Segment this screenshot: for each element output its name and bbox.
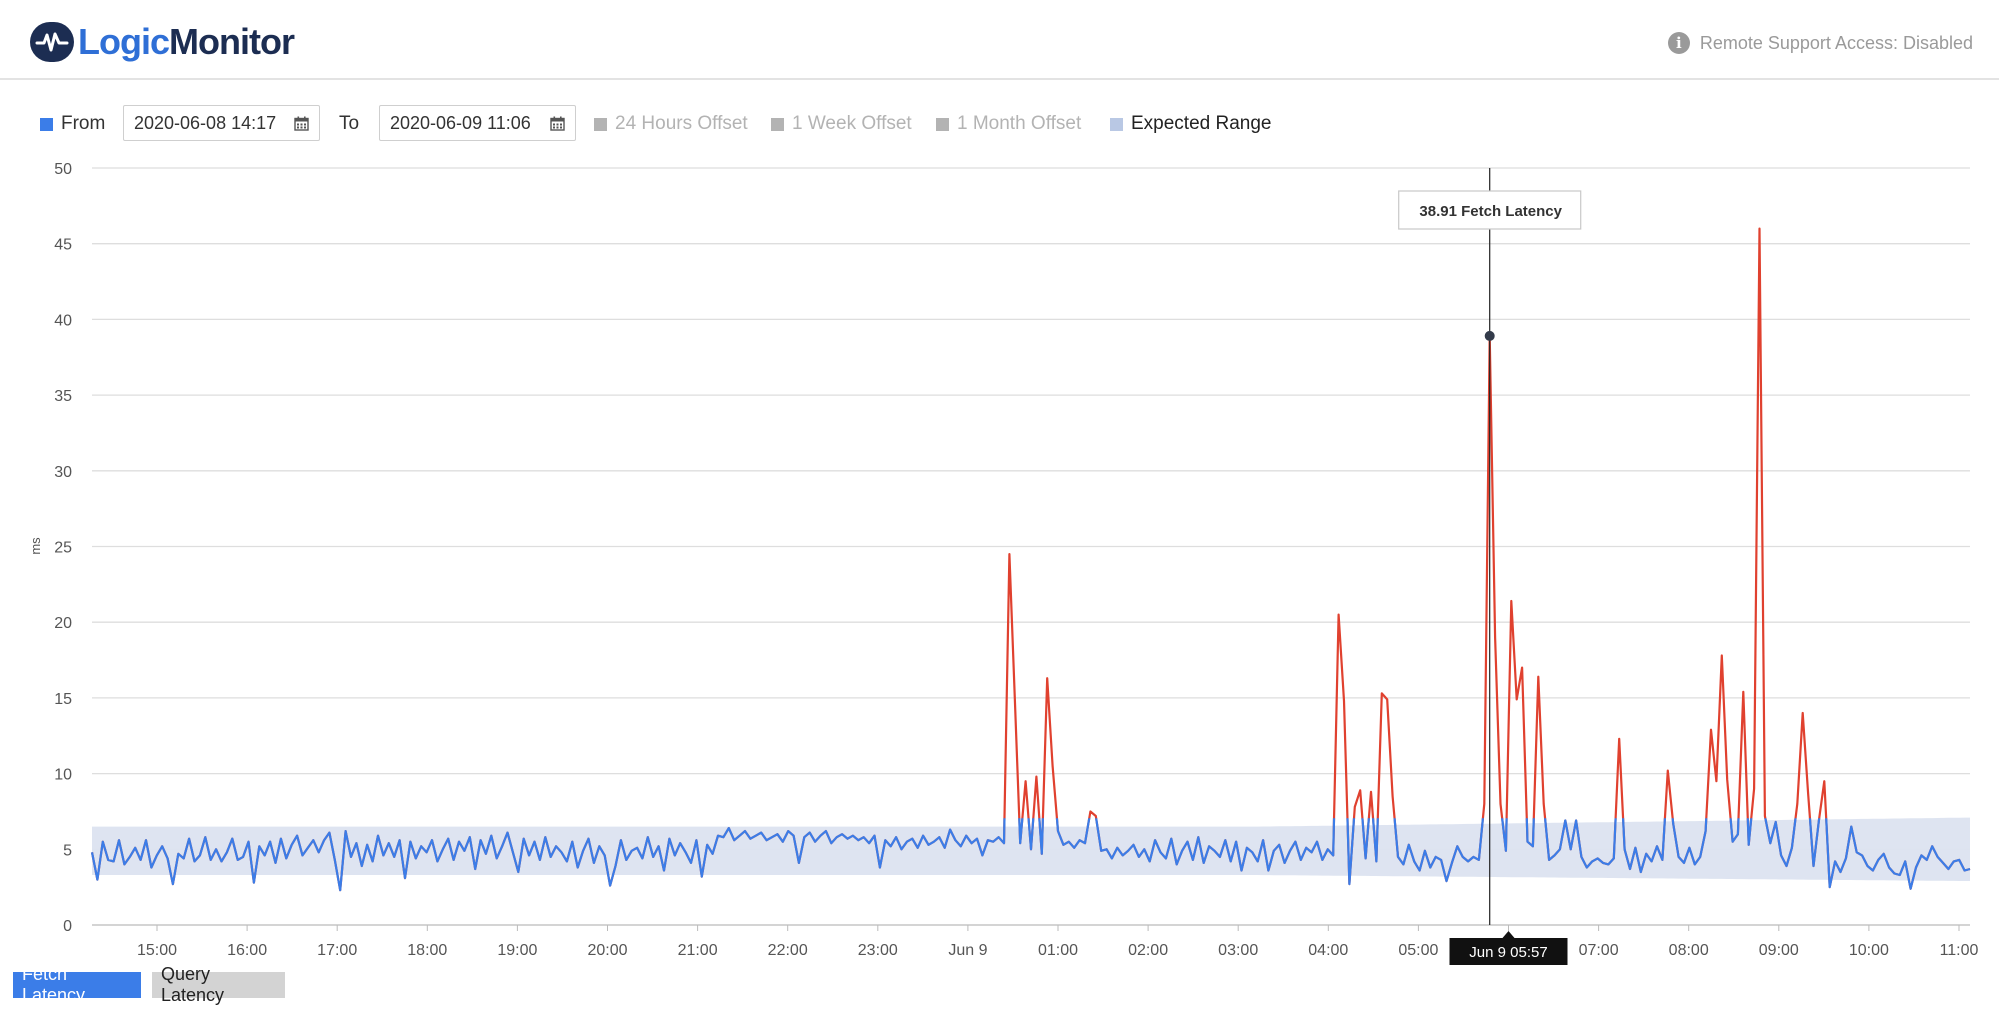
fetch-latency-line <box>90 818 1971 892</box>
tooltip-box <box>1398 190 1582 230</box>
remote-support-label: Remote Support Access: Disabled <box>1699 32 1973 53</box>
logo-text: LogicMonitor <box>78 21 295 62</box>
offset-month-toggle[interactable]: 1 Month Offset <box>936 104 1081 144</box>
offset-24h-swatch <box>594 117 607 131</box>
crosshair-time-badge <box>1449 938 1568 965</box>
calendar-icon[interactable] <box>550 116 565 131</box>
y-tick-label: 0 <box>63 918 72 935</box>
x-tick-label: 21:00 <box>678 942 718 959</box>
x-tick-label: 04:00 <box>1308 942 1348 959</box>
legend-fetch-label: Fetch Latency <box>22 964 86 1005</box>
x-tick-label: 01:00 <box>1038 942 1078 959</box>
x-tick-label: 09:00 <box>1759 942 1799 959</box>
offset-month-swatch <box>936 117 949 131</box>
offset-24h-label: 24 Hours Offset <box>615 113 748 134</box>
expected-range-label: Expected Range <box>1131 113 1272 134</box>
x-tick-label: 19:00 <box>497 942 537 959</box>
y-axis-title: ms <box>28 537 43 555</box>
x-tick-label: 20:00 <box>587 942 627 959</box>
graph-controls: From 2020-06-08 14:17 To 2020-06-09 11:0… <box>0 104 1999 144</box>
logo: LogicMonitor <box>30 20 295 64</box>
to-label: To <box>339 113 360 134</box>
tooltip-text: 38.91 Fetch Latency <box>1419 203 1562 220</box>
y-tick-label: 25 <box>54 540 72 557</box>
crosshair-time-label: Jun 9 05:57 <box>1469 944 1547 961</box>
x-tick-label: 07:00 <box>1579 942 1619 959</box>
x-tick-label: 18:00 <box>407 942 447 959</box>
y-tick-label: 40 <box>54 312 72 329</box>
logo-pulse-icon <box>30 22 74 62</box>
x-tick-label: 03:00 <box>1218 942 1258 959</box>
from-swatch <box>40 117 53 131</box>
legend-query-label: Query Latency <box>161 964 225 1005</box>
x-tick-label: 08:00 <box>1669 942 1709 959</box>
latency-chart[interactable]: 0 5 10 15 20 25 30 35 40 45 50 ms 15:00 16:00 17:00 18:… <box>0 150 1999 970</box>
expected-range-toggle[interactable]: Expected Range <box>1110 104 1272 144</box>
x-tick-label: 05:00 <box>1398 942 1438 959</box>
offset-week-label: 1 Week Offset <box>792 113 912 134</box>
info-icon: i <box>1667 32 1690 54</box>
y-tick-label: 35 <box>54 388 72 405</box>
to-date-field[interactable]: 2020-06-09 11:06 <box>379 105 576 141</box>
x-tick-label: 15:00 <box>137 942 177 959</box>
offset-week-toggle[interactable]: 1 Week Offset <box>771 104 912 144</box>
y-tick-label: 20 <box>54 615 72 632</box>
calendar-icon[interactable] <box>294 116 309 131</box>
legend-fetch-latency[interactable]: Fetch Latency <box>13 964 141 1005</box>
y-tick-label: 45 <box>54 237 72 254</box>
x-tick-label: 11:00 <box>1940 942 1979 959</box>
offset-week-swatch <box>771 117 784 131</box>
fetch-latency-anomaly-line <box>90 227 1971 892</box>
from-label: From <box>61 113 106 134</box>
remote-support-status[interactable]: i Remote Support Access: Disabled <box>1667 32 1973 54</box>
x-tick-label: 10:00 <box>1849 942 1889 959</box>
expected-range-swatch <box>1110 117 1123 131</box>
y-tick-label: 50 <box>54 161 72 178</box>
x-tick-label: 16:00 <box>227 942 267 959</box>
y-tick-label: 5 <box>63 842 72 859</box>
y-tick-label: 15 <box>54 691 72 708</box>
from-legend: From <box>40 104 105 144</box>
top-bar: LogicMonitor i Remote Support Access: Di… <box>0 0 1999 80</box>
crosshair-badge-pointer <box>1502 931 1515 938</box>
crosshair-point <box>1484 330 1495 341</box>
x-tick-label: 17:00 <box>317 942 357 959</box>
x-tick-label: 22:00 <box>768 942 808 959</box>
y-tick-label: 10 <box>54 767 72 784</box>
x-tick-label: 23:00 <box>858 942 898 959</box>
y-tick-label: 30 <box>54 464 72 481</box>
x-tick-label: 02:00 <box>1128 942 1168 959</box>
from-date-value: 2020-06-08 14:17 <box>134 112 277 133</box>
to-date-value: 2020-06-09 11:06 <box>390 112 531 133</box>
offset-month-label: 1 Month Offset <box>957 113 1082 134</box>
x-tick-label: Jun 9 <box>948 942 987 959</box>
from-date-field[interactable]: 2020-06-08 14:17 <box>123 105 320 141</box>
offset-24h-toggle[interactable]: 24 Hours Offset <box>594 104 748 144</box>
legend-query-latency[interactable]: Query Latency <box>152 964 285 1005</box>
